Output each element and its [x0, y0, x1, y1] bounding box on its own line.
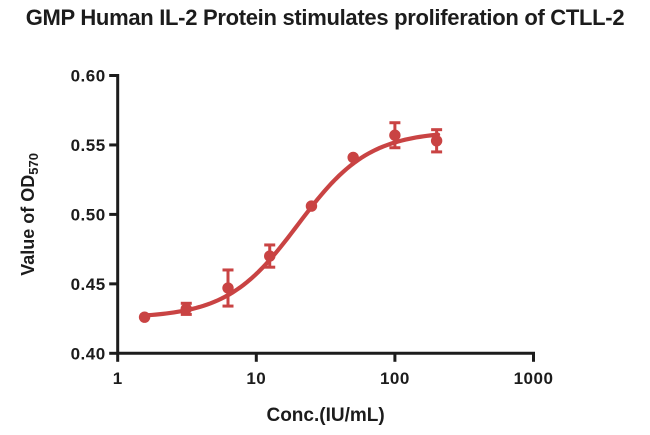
data-point: [305, 200, 318, 212]
y-tick-label: 0.40: [71, 344, 106, 363]
data-point: [138, 311, 151, 323]
x-tick-label: 1000: [514, 369, 554, 388]
data-point: [389, 129, 401, 141]
data-point: [347, 151, 359, 164]
x-axis-title: Conc.(IU/mL): [266, 405, 384, 426]
y-tick-label: 0.60: [71, 67, 106, 86]
chart-title: GMP Human IL-2 Protein stimulates prolif…: [25, 5, 625, 30]
y-tick-label: 0.45: [71, 275, 106, 294]
data-point: [180, 303, 192, 315]
error-bars: [180, 121, 443, 316]
y-tick-label: 0.50: [71, 205, 106, 224]
data-point: [264, 250, 276, 262]
fit-curve: [142, 132, 441, 318]
y-axis-title: Value of OD570: [18, 153, 41, 276]
data-points: [138, 129, 443, 323]
y-tick-label: 0.55: [71, 136, 106, 155]
data-point: [222, 282, 234, 294]
x-tick-label: 100: [380, 369, 410, 388]
x-tick-label: 1: [113, 369, 123, 388]
x-tick-label: 10: [246, 369, 266, 388]
data-point: [430, 135, 443, 147]
